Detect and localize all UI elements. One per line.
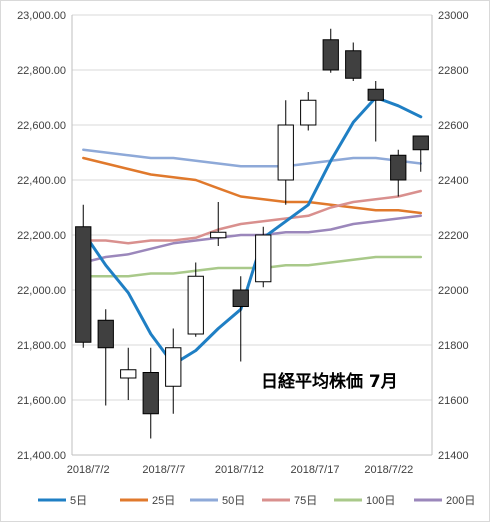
y-tick-label-left: 22,400.00	[17, 175, 66, 187]
series-line-5日	[81, 96, 423, 366]
legend-label: 100日	[366, 495, 395, 507]
y-tick-label-left: 21,600.00	[17, 395, 66, 407]
candle-body	[412, 135, 429, 151]
candle-body	[165, 347, 182, 387]
series-line-100日	[82, 255, 423, 278]
candle-body	[277, 124, 294, 181]
x-axis: 2018/7/2 2018/7/7 2018/7/12 2018/7/17 2018/7…	[67, 454, 432, 476]
series-line-75日	[82, 189, 423, 245]
candle-body	[210, 231, 227, 239]
y-tick-label-right: 22200	[438, 230, 469, 242]
legend-label: 25日	[152, 495, 175, 507]
candle-body	[390, 154, 407, 181]
candlesticks	[75, 28, 429, 439]
legend-label: 200日	[446, 495, 475, 507]
candle-body	[255, 234, 272, 283]
legend: 5日 25日 50日 75日 100日 200日	[38, 495, 475, 507]
y-tick-label-right: 22400	[438, 175, 469, 187]
y-tick-label-left: 22,200.00	[17, 230, 66, 242]
y-tick-label-right: 21600	[438, 395, 469, 407]
left-y-axis: 21,400.00 21,600.00 21,800.00 22,000.00 22,2…	[17, 10, 73, 462]
y-tick-label-left: 21,400.00	[17, 450, 66, 462]
x-tick-label: 2018/7/7	[142, 464, 185, 476]
legend-label: 50日	[222, 495, 245, 507]
candle-body	[142, 372, 159, 415]
y-tick-label-right: 21800	[438, 340, 469, 352]
moving-average-lines	[81, 96, 423, 366]
candle-body	[120, 369, 137, 379]
legend-label: 5日	[70, 495, 87, 507]
x-tick-label: 2018/7/22	[364, 464, 413, 476]
series-line-25日	[82, 156, 423, 215]
candle-body	[345, 50, 362, 79]
y-tick-label-left: 21,800.00	[17, 340, 66, 352]
series-line-200日	[82, 214, 423, 264]
right-y-axis: 21400 21600 21800 22000 22200 22400 22600 22800…	[431, 10, 469, 462]
y-tick-label-right: 22800	[438, 65, 469, 77]
candle-body	[367, 88, 384, 101]
y-tick-label-left: 22,000.00	[17, 285, 66, 297]
candle-body	[75, 226, 92, 343]
candle-body	[322, 39, 339, 71]
x-tick-label: 2018/7/2	[67, 464, 110, 476]
y-tick-label-right: 22000	[438, 285, 469, 297]
y-tick-label-right: 22600	[438, 120, 469, 132]
y-tick-label-left: 22,800.00	[17, 65, 66, 77]
x-tick-label: 2018/7/17	[291, 464, 340, 476]
candle-body	[187, 275, 204, 335]
y-tick-label-right: 23000	[438, 10, 469, 22]
candle-body	[232, 289, 249, 307]
y-tick-label-left: 23,000.00	[17, 10, 66, 22]
y-tick-label-left: 22,600.00	[17, 120, 66, 132]
candle-body	[97, 319, 114, 349]
x-tick-label: 2018/7/12	[215, 464, 264, 476]
chart-title: 日経平均株価 7月	[261, 371, 398, 392]
candle-body	[300, 99, 317, 126]
y-tick-label-right: 21400	[438, 450, 469, 462]
legend-label: 75日	[294, 495, 317, 507]
series-line-50日	[82, 148, 423, 168]
